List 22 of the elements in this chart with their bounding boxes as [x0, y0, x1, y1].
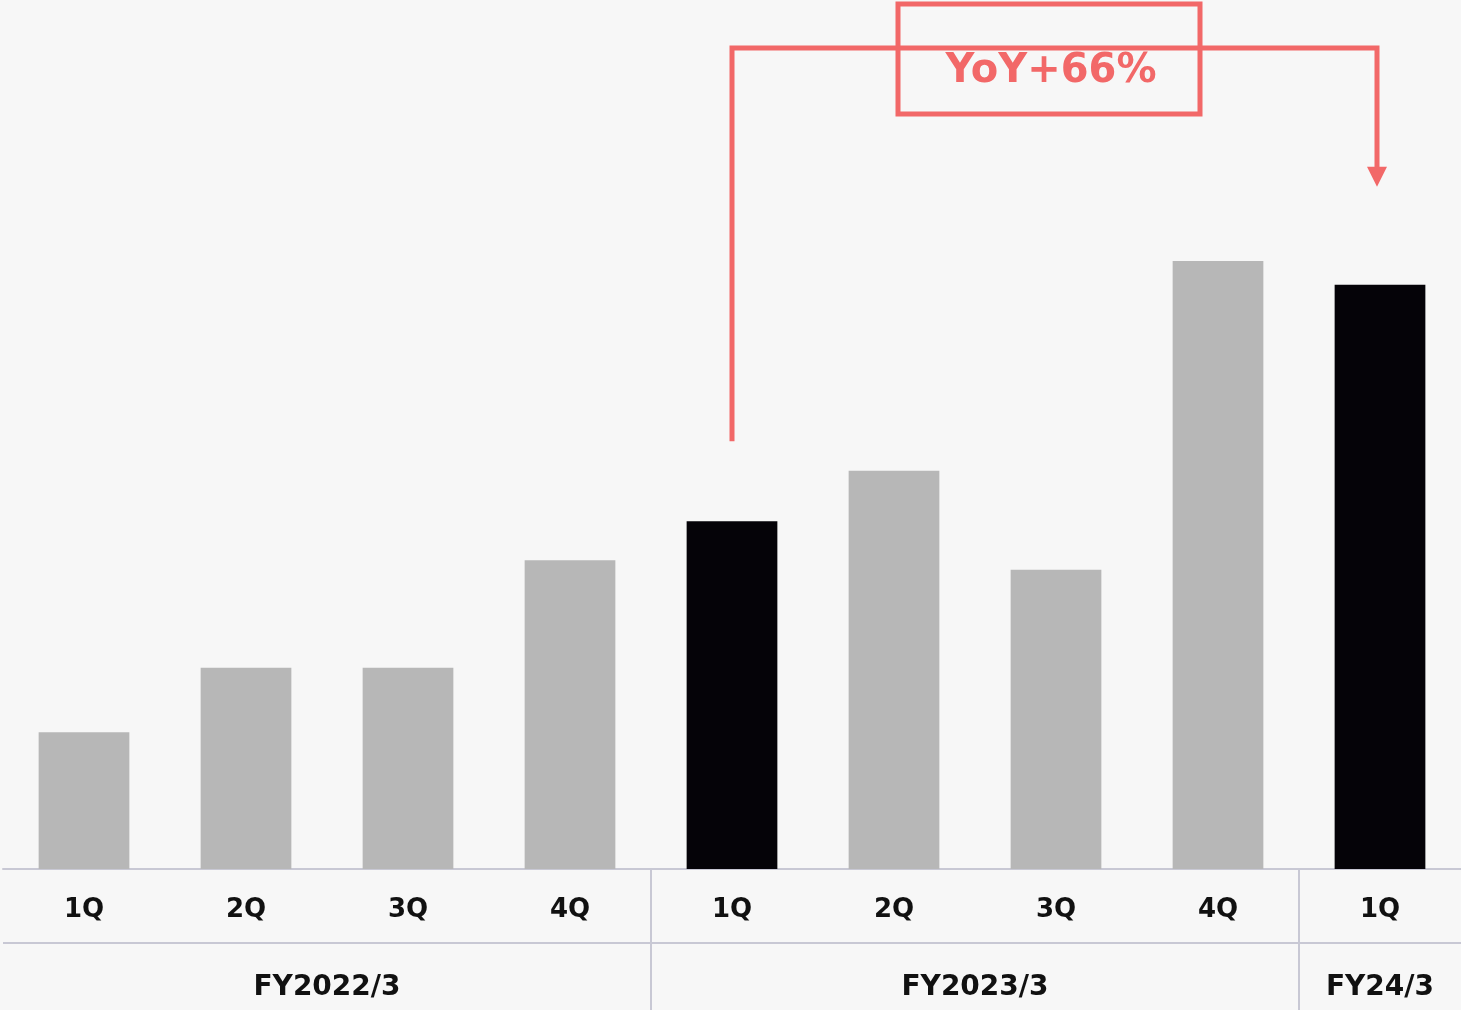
bar: [38, 732, 130, 869]
text: FY2022/3: [253, 968, 401, 1002]
text: FY2023/3: [901, 968, 1049, 1002]
bar: [200, 667, 292, 869]
x-tick-label: 1Q: [711, 893, 753, 923]
x-tick-label: 2Q: [225, 893, 267, 923]
bar: [524, 560, 616, 869]
bar: [686, 521, 778, 869]
x-tick-label: 3Q: [387, 893, 429, 923]
x-tick-label: 3Q: [1035, 893, 1077, 923]
bar: [1334, 284, 1426, 869]
text: YoY+66%: [944, 45, 1157, 91]
bar: [1172, 261, 1264, 869]
x-tick-label: 1Q: [1359, 893, 1401, 923]
x-tick-label: 1Q: [63, 893, 105, 923]
bar: [362, 667, 454, 869]
bar: [848, 470, 940, 869]
x-tick-label: 4Q: [1197, 893, 1239, 923]
bar: [1010, 569, 1102, 869]
x-tick-label: 2Q: [873, 893, 915, 923]
x-tick-label: 4Q: [549, 893, 591, 923]
text: FY24/3: [1325, 968, 1435, 1002]
